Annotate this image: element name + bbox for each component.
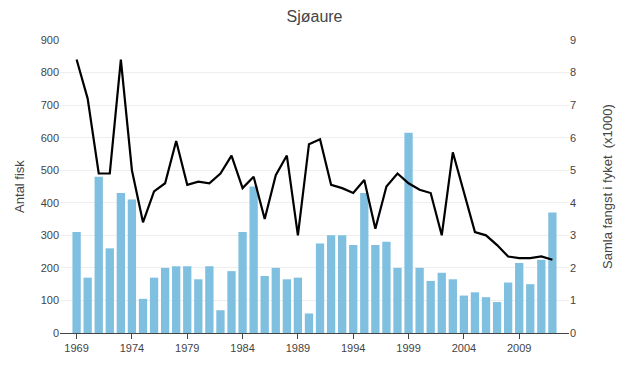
svg-text:1969: 1969 xyxy=(64,342,88,354)
svg-text:6: 6 xyxy=(570,132,576,144)
svg-text:0: 0 xyxy=(53,327,59,339)
svg-text:400: 400 xyxy=(41,197,59,209)
svg-text:1974: 1974 xyxy=(120,342,144,354)
svg-text:900: 900 xyxy=(41,34,59,46)
svg-text:100: 100 xyxy=(41,294,59,306)
svg-text:4: 4 xyxy=(570,197,576,209)
svg-text:1999: 1999 xyxy=(396,342,420,354)
svg-text:2009: 2009 xyxy=(507,342,531,354)
svg-text:7: 7 xyxy=(570,99,576,111)
svg-text:600: 600 xyxy=(41,132,59,144)
svg-text:800: 800 xyxy=(41,66,59,78)
svg-text:1: 1 xyxy=(570,294,576,306)
svg-text:1994: 1994 xyxy=(341,342,365,354)
svg-text:700: 700 xyxy=(41,99,59,111)
svg-text:500: 500 xyxy=(41,164,59,176)
svg-text:0: 0 xyxy=(570,327,576,339)
svg-text:2: 2 xyxy=(570,262,576,274)
svg-text:Antal fisk: Antal fisk xyxy=(12,160,27,213)
svg-text:9: 9 xyxy=(570,34,576,46)
svg-text:2004: 2004 xyxy=(452,342,476,354)
svg-text:1979: 1979 xyxy=(175,342,199,354)
svg-text:5: 5 xyxy=(570,164,576,176)
svg-text:200: 200 xyxy=(41,262,59,274)
svg-text:1989: 1989 xyxy=(286,342,310,354)
svg-text:Sjøaure: Sjøaure xyxy=(286,8,342,25)
svg-text:3: 3 xyxy=(570,229,576,241)
svg-text:8: 8 xyxy=(570,66,576,78)
svg-text:300: 300 xyxy=(41,229,59,241)
svg-text:Samla fangst i fyket (x1000): Samla fangst i fyket (x1000) xyxy=(600,104,615,269)
svg-text:1984: 1984 xyxy=(230,342,254,354)
